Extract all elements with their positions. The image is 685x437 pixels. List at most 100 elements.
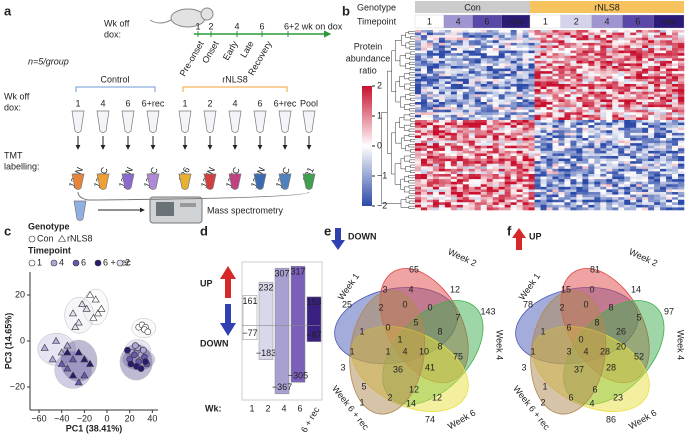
heatmap-cell — [426, 127, 434, 131]
heatmap-cell — [426, 138, 434, 141]
venn-count: 1 — [542, 381, 547, 391]
heatmap-cell — [624, 40, 631, 44]
venn-count: 8 — [437, 341, 442, 351]
heatmap-cell — [606, 161, 613, 165]
heatmap-cell — [415, 58, 422, 62]
heatmap-cell — [486, 45, 494, 49]
heatmap-cell — [528, 102, 535, 105]
heatmap-cell — [564, 40, 571, 44]
heatmap-cell — [624, 132, 631, 136]
heatmap-cell — [672, 84, 679, 87]
heatmap-cell — [432, 32, 440, 36]
heatmap-cell — [498, 156, 505, 159]
heatmap-cell — [474, 107, 482, 111]
heatmap-cell — [540, 148, 547, 152]
heatmap-cell — [486, 89, 494, 93]
heatmap-cell — [534, 50, 541, 54]
heatmap-cell — [600, 63, 607, 67]
heatmap-cell — [654, 42, 661, 46]
heatmap-cell — [552, 204, 559, 208]
heatmap-cell — [492, 109, 499, 113]
heatmap-cell — [630, 132, 637, 136]
heatmap-cell — [534, 104, 541, 108]
heatmap-cell — [570, 197, 577, 201]
heatmap-cell — [660, 96, 667, 100]
heatmap-cell — [480, 68, 488, 72]
legend-symbol — [50, 259, 58, 267]
heatmap-cell — [432, 130, 440, 134]
heatmap-cell — [666, 42, 673, 46]
heatmap-cell — [624, 204, 631, 208]
heatmap-cell — [660, 73, 667, 77]
heatmap-cell — [468, 189, 476, 193]
heatmap-cell — [444, 186, 452, 190]
heatmap-cell — [648, 140, 655, 144]
heatmap-cell — [564, 192, 571, 195]
heatmap-cell — [492, 81, 499, 85]
x-tick-label: 20 — [125, 413, 135, 423]
heatmap-cell — [606, 153, 613, 157]
heatmap-cell — [552, 145, 559, 149]
heatmap-cell — [468, 40, 476, 44]
heatmap-cell — [618, 140, 625, 144]
heatmap-cell — [564, 35, 571, 39]
heatmap-cell — [522, 127, 529, 131]
heatmap-cell — [642, 192, 649, 195]
heatmap-cell — [528, 130, 535, 134]
heatmap-cell — [420, 132, 428, 136]
heatmap-cell — [654, 168, 661, 172]
stage: Early — [221, 39, 240, 62]
heatmap-cell — [486, 184, 494, 188]
heatmap-cell — [504, 109, 511, 113]
heatmap-cell — [552, 158, 559, 162]
heatmap-cell — [540, 189, 547, 193]
heatmap-cell — [576, 35, 583, 39]
heatmap-cell — [456, 122, 464, 126]
heatmap-cell — [558, 158, 565, 162]
heatmap-cell — [510, 122, 517, 126]
heatmap-cell — [522, 78, 529, 82]
heatmap-cell — [606, 109, 613, 113]
heatmap-cell — [588, 204, 595, 208]
heatmap-cell — [486, 202, 494, 206]
heatmap-cell — [540, 89, 547, 93]
heatmap-cell — [678, 150, 685, 154]
heatmap-cell — [492, 63, 499, 67]
heatmap-cell — [618, 163, 625, 167]
heatmap-cell — [462, 132, 470, 136]
heatmap-cell — [588, 156, 595, 159]
heatmap-cell — [540, 117, 547, 121]
heatmap-cell — [594, 63, 601, 67]
heatmap-cell — [660, 84, 667, 87]
heatmap-cell — [666, 102, 673, 105]
heatmap-cell — [672, 145, 679, 149]
heatmap-cell — [462, 186, 470, 190]
heatmap-cell — [510, 140, 517, 144]
heatmap-cell — [654, 122, 661, 126]
heatmap-cell — [678, 112, 685, 116]
heatmap-cell — [510, 168, 517, 172]
heatmap-cell — [642, 171, 649, 175]
heatmap-cell — [612, 35, 619, 39]
heatmap-cell — [558, 86, 565, 90]
heatmap-cell — [420, 84, 428, 87]
heatmap-cell — [540, 186, 547, 190]
heatmap-cell — [474, 156, 482, 159]
heatmap-cell — [534, 45, 541, 49]
heatmap-cell — [492, 68, 499, 72]
heatmap-cell — [552, 78, 559, 82]
heatmap-cell — [588, 96, 595, 100]
heatmap-cell — [660, 102, 667, 105]
heatmap-cell — [510, 117, 517, 121]
heatmap-cell — [630, 166, 637, 170]
heatmap-cell — [456, 32, 464, 36]
heatmap-cell — [606, 114, 613, 118]
heatmap-cell — [474, 58, 482, 62]
heatmap-cell — [624, 150, 631, 154]
heatmap-cell — [546, 176, 553, 180]
heatmap-cell — [570, 89, 577, 93]
heatmap-cell — [612, 55, 619, 59]
heatmap-cell — [450, 156, 458, 159]
heatmap-cell — [534, 112, 541, 116]
heatmap-cell — [558, 102, 565, 105]
